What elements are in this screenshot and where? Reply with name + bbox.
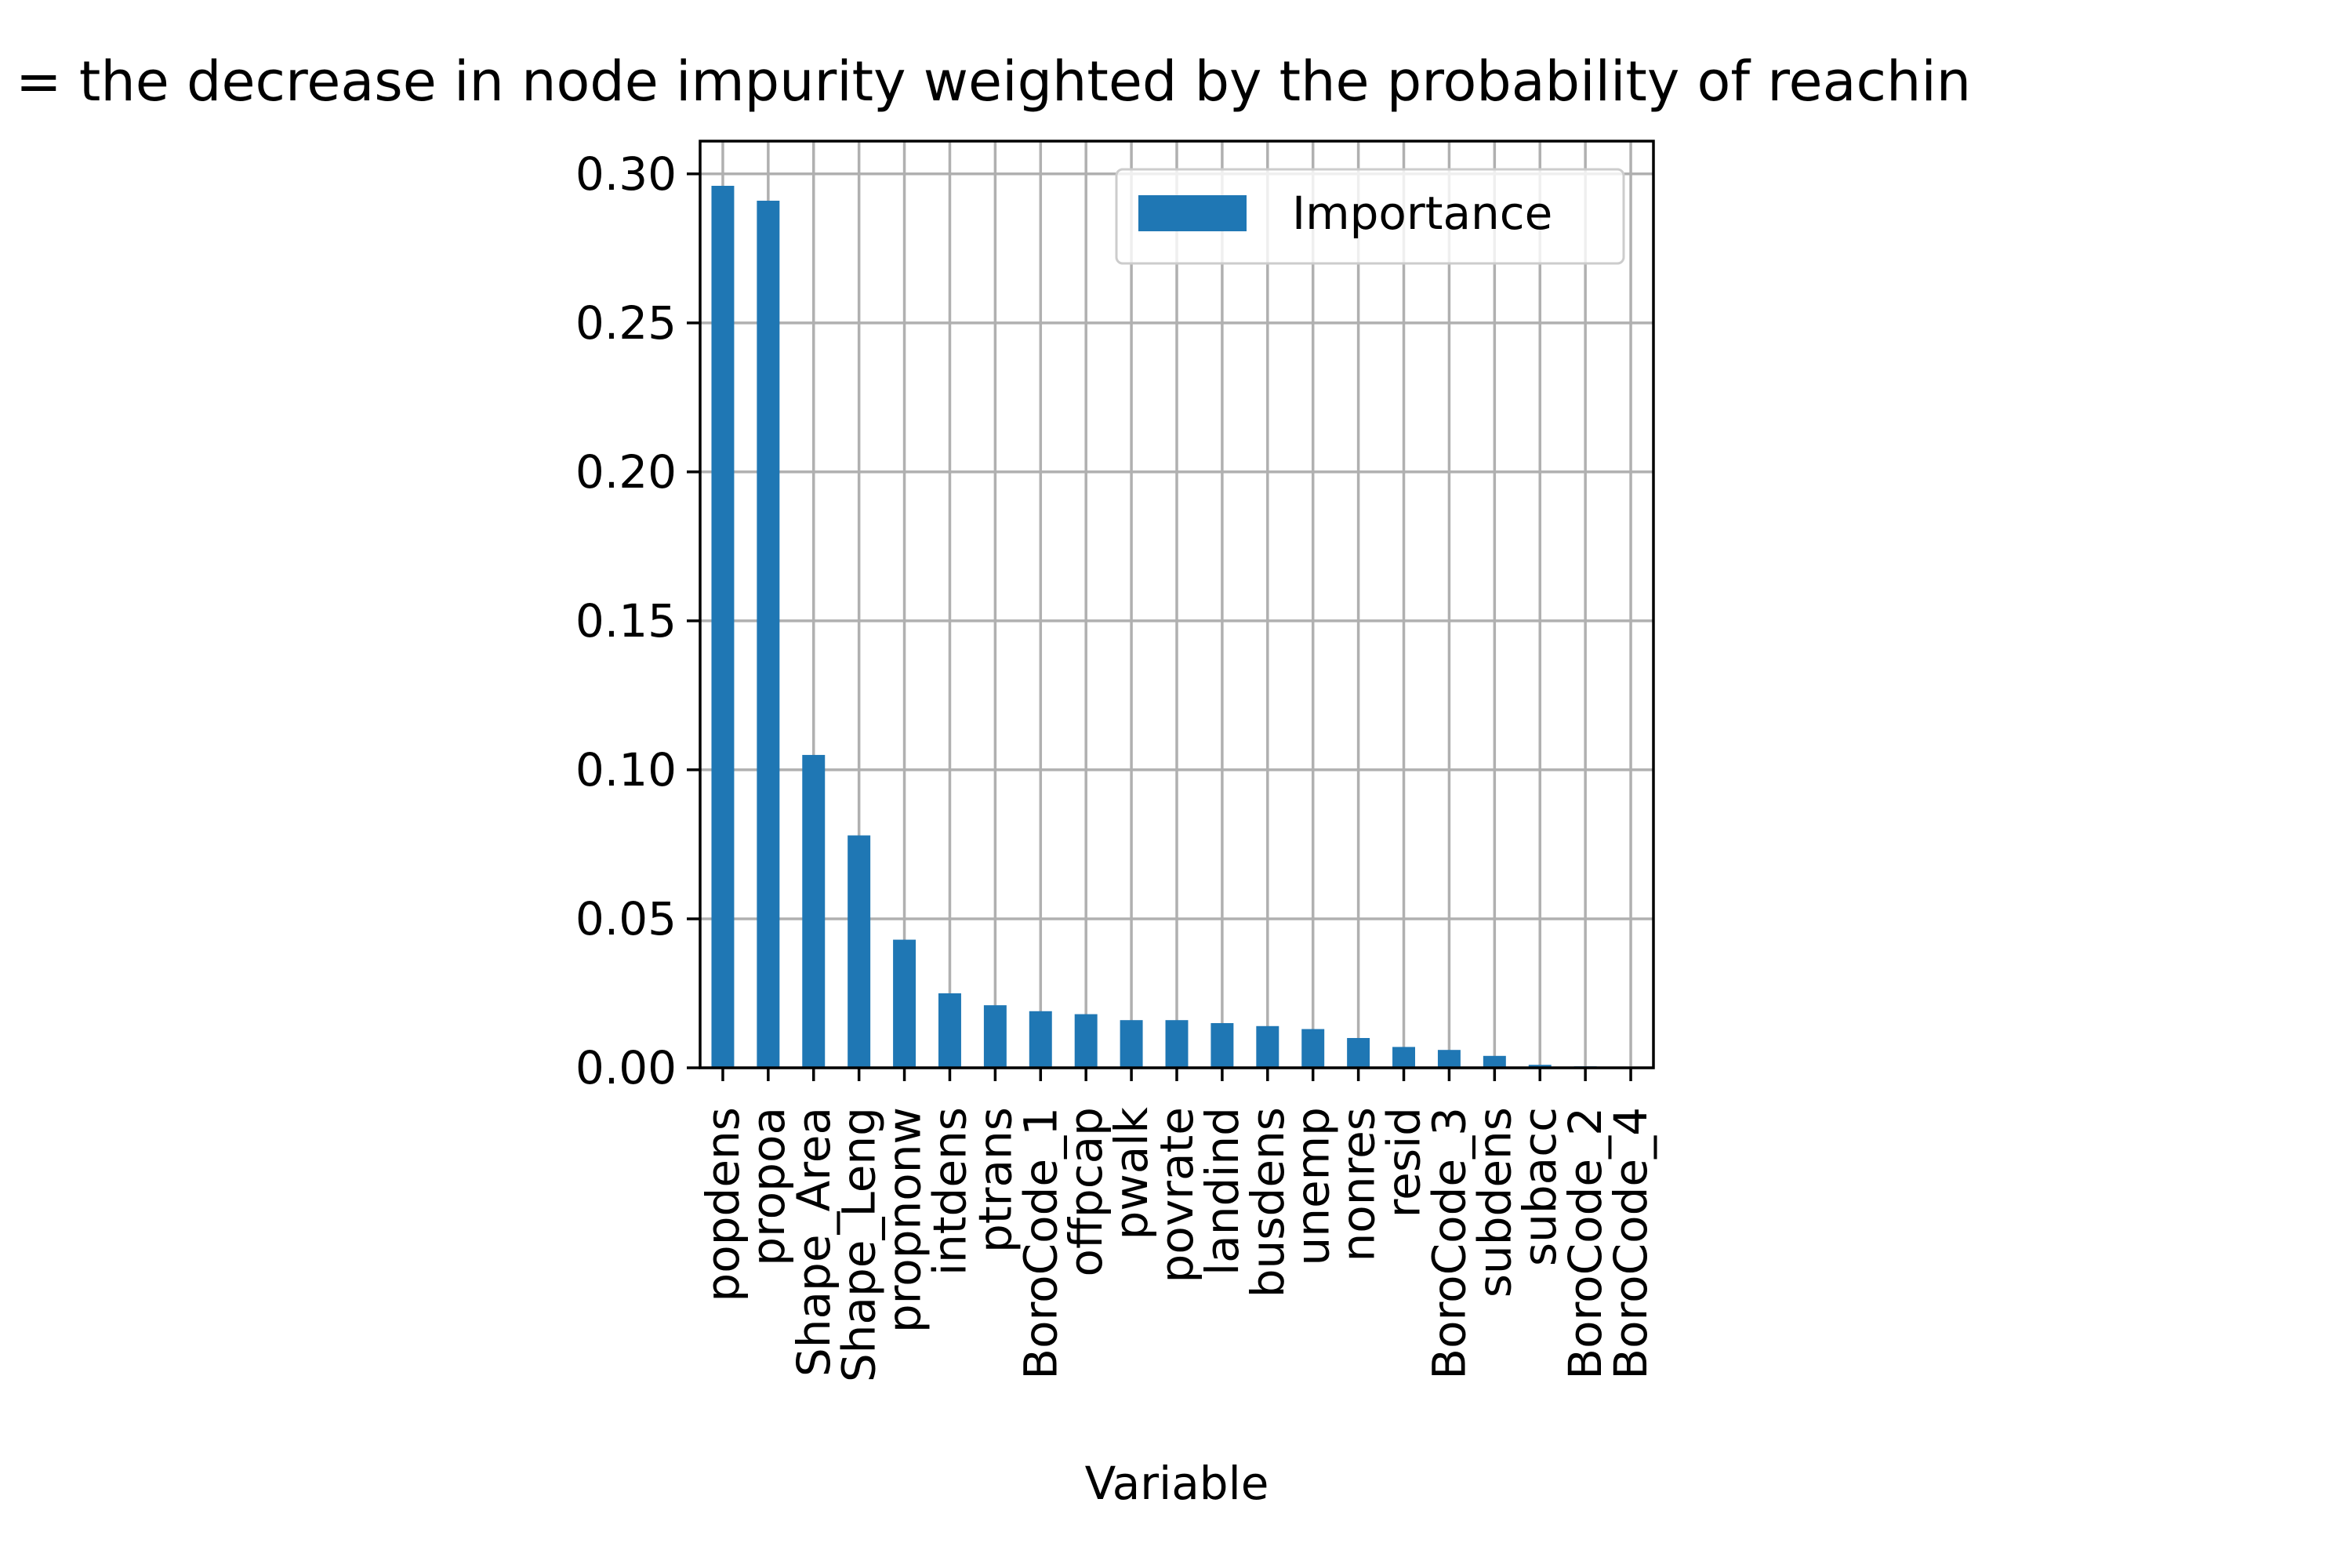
x-tick-label-borocode-3: BoroCode_3 (1422, 1107, 1475, 1380)
x-tick-label-nonres: nonres (1332, 1107, 1385, 1261)
chart-title: = the decrease in node impurity weighted… (16, 49, 1971, 114)
x-tick-label-subacc: subacc (1513, 1107, 1566, 1266)
bar-resid (1392, 1047, 1415, 1068)
y-tick-label: 0.05 (575, 892, 677, 946)
legend-label: Importance (1292, 187, 1552, 240)
bar-borocode-3 (1437, 1050, 1461, 1068)
bar-povrate (1165, 1020, 1189, 1068)
x-tick-label-offpcap: offpcap (1059, 1107, 1112, 1277)
bar-offpcap (1074, 1014, 1098, 1068)
bar-propoa (757, 201, 780, 1069)
x-tick-label-resid: resid (1377, 1107, 1431, 1218)
bar-unemp (1301, 1029, 1325, 1068)
bar-borocode-1 (1029, 1011, 1052, 1068)
x-tick-label-shape-leng: Shape_Leng (833, 1107, 886, 1382)
x-tick-label-popdens: popdens (696, 1107, 750, 1302)
x-tick-label-busdens: busdens (1241, 1107, 1294, 1298)
x-tick-label-intdens: intdens (923, 1107, 976, 1276)
x-tick-label-povrate: povrate (1150, 1107, 1203, 1283)
y-tick-label: 0.30 (575, 147, 677, 201)
bar-busdens (1256, 1025, 1279, 1068)
bar-subacc (1528, 1065, 1552, 1068)
legend-box (1115, 168, 1625, 265)
legend: Importance (1115, 168, 1625, 265)
bar-ptrans (983, 1005, 1007, 1068)
x-tick-label-landind: landind (1196, 1107, 1249, 1276)
bar-shape-leng (848, 835, 871, 1068)
bars (711, 186, 1642, 1069)
y-tick-label: 0.15 (575, 594, 677, 648)
x-tick-label-propoa: propoa (742, 1107, 795, 1266)
y-tick-label: 0.00 (575, 1041, 677, 1094)
bar-popdens (711, 186, 735, 1068)
bar-pwalk (1120, 1020, 1143, 1068)
y-tick-label: 0.20 (575, 445, 677, 499)
y-tick-label: 0.10 (575, 743, 677, 797)
x-tick-label-pwalk: pwalk (1105, 1107, 1158, 1240)
x-tick-label-borocode-4: BoroCode_4 (1604, 1107, 1657, 1380)
x-tick-label-shape-area: Shape_Area (787, 1107, 840, 1377)
y-axis-ticks: 0.00 0.05 0.10 0.15 0.20 0.25 0.30 (575, 147, 700, 1094)
bar-landind (1210, 1022, 1234, 1068)
x-axis-label: Variable (1085, 1457, 1269, 1510)
y-tick-label: 0.25 (575, 296, 677, 350)
bar-nonres (1347, 1037, 1370, 1068)
bar-intdens (938, 993, 961, 1068)
bar-subdens (1483, 1055, 1506, 1068)
grid (700, 141, 1653, 1069)
x-axis-ticks: popdenspropoaShape_AreaShape_Lengpropnon… (696, 1068, 1657, 1382)
x-tick-label-ptrans: ptrans (968, 1107, 1022, 1253)
x-tick-label-unemp: unemp (1287, 1107, 1340, 1266)
bar-propnonw (893, 939, 916, 1068)
legend-swatch (1138, 195, 1247, 231)
x-tick-label-borocode-2: BoroCode_2 (1559, 1107, 1612, 1380)
x-tick-label-propnonw: propnonw (878, 1107, 931, 1333)
x-tick-label-subdens: subdens (1468, 1107, 1521, 1298)
x-tick-label-borocode-1: BoroCode_1 (1014, 1107, 1067, 1380)
bar-shape-area (802, 754, 826, 1068)
